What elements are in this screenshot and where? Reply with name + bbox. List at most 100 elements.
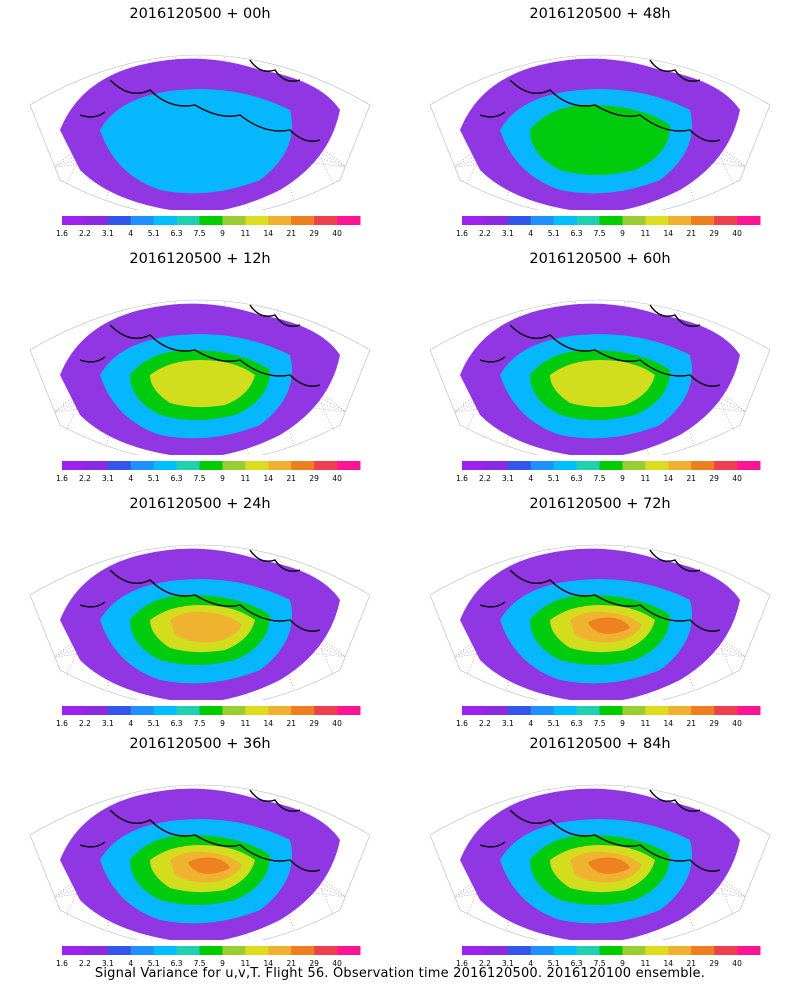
colour-swatch bbox=[199, 706, 223, 715]
colour-swatch bbox=[714, 706, 738, 715]
map-panel: 2016120500 + 48h 1.6 2.2 3.1 4 5.1 6.3 7.5 9 11 14… bbox=[400, 0, 800, 240]
colour-swatch bbox=[714, 946, 738, 955]
colour-swatch bbox=[462, 706, 486, 715]
colour-scale-label: 14 bbox=[264, 719, 274, 728]
colour-scale-label: 3.1 bbox=[102, 719, 114, 728]
colour-scale-label: 2.2 bbox=[479, 474, 491, 483]
colour-swatch bbox=[507, 216, 532, 225]
colour-scale-label: 3.1 bbox=[102, 959, 114, 968]
graticule-line bbox=[449, 55, 601, 210]
colour-swatch bbox=[668, 946, 692, 955]
colour-scale: 1.6 2.2 3.1 4 5.1 6.3 7.5 9 11 14 21 29 40 bbox=[56, 216, 361, 238]
colour-swatch bbox=[337, 946, 361, 955]
colour-swatch bbox=[107, 216, 132, 225]
colour-scale-label: 5.1 bbox=[148, 959, 160, 968]
coastline bbox=[479, 304, 721, 387]
colour-scale: 1.6 2.2 3.1 4 5.1 6.3 7.5 9 11 14 21 29 40 bbox=[56, 461, 361, 483]
colour-swatch bbox=[714, 216, 738, 225]
colour-swatch bbox=[462, 461, 486, 470]
graticule-line bbox=[449, 545, 601, 700]
colour-swatch bbox=[245, 461, 269, 470]
colour-swatch bbox=[62, 461, 86, 470]
colour-scale: 1.6 2.2 3.1 4 5.1 6.3 7.5 9 11 14 21 29 40 bbox=[456, 706, 761, 728]
colour-swatch bbox=[245, 946, 269, 955]
colour-scale-label: 9 bbox=[220, 959, 225, 968]
map-panel: 2016120500 + 60h 1.6 2.2 3.1 4 5.1 6.3 7.5 9 11 14… bbox=[400, 245, 800, 485]
colour-swatch bbox=[199, 216, 223, 225]
colour-scale-label: 11 bbox=[641, 959, 651, 968]
colour-scale-label: 29 bbox=[709, 959, 719, 968]
variance-contour bbox=[188, 857, 230, 874]
colour-scale-label: 40 bbox=[732, 474, 742, 483]
colour-swatch bbox=[691, 706, 715, 715]
colour-swatch bbox=[530, 706, 555, 715]
colour-scale-label: 6.3 bbox=[171, 229, 183, 238]
colour-scale-label: 4 bbox=[128, 959, 133, 968]
panel-title: 2016120500 + 48h bbox=[529, 6, 671, 22]
panel-title: 2016120500 + 00h bbox=[129, 6, 271, 22]
colour-swatch bbox=[84, 946, 109, 955]
colour-swatch bbox=[507, 461, 532, 470]
colour-swatch bbox=[314, 461, 338, 470]
colour-scale-label: 3.1 bbox=[502, 474, 514, 483]
colour-scale-label: 21 bbox=[686, 229, 696, 238]
graticule-line bbox=[49, 300, 201, 455]
graticule-line bbox=[430, 385, 770, 427]
colour-scale-label: 11 bbox=[241, 719, 251, 728]
colour-scale-label: 29 bbox=[709, 229, 719, 238]
colour-scale-label: 21 bbox=[686, 474, 696, 483]
colour-swatch bbox=[314, 706, 338, 715]
colour-scale-label: 9 bbox=[220, 474, 225, 483]
colour-swatch bbox=[553, 706, 578, 715]
map-boundary bbox=[429, 299, 771, 455]
colour-swatch bbox=[314, 946, 338, 955]
colour-swatch bbox=[691, 946, 715, 955]
map-panel: 2016120500 + 12h 1.6 2.2 3.1 4 5.1 6.3 7.5 9 11 14… bbox=[0, 245, 400, 485]
colour-scale-label: 2.2 bbox=[79, 229, 91, 238]
colour-swatch bbox=[314, 216, 338, 225]
coastline bbox=[79, 789, 321, 872]
colour-scale-label: 14 bbox=[664, 719, 674, 728]
colour-scale-label: 4 bbox=[528, 959, 533, 968]
colour-scale-label: 9 bbox=[620, 959, 625, 968]
colour-scale-label: 14 bbox=[264, 229, 274, 238]
colour-scale-label: 1.6 bbox=[456, 474, 468, 483]
colour-swatch bbox=[153, 461, 178, 470]
colour-scale: 1.6 2.2 3.1 4 5.1 6.3 7.5 9 11 14 21 29 40 bbox=[56, 946, 361, 968]
colour-scale-label: 2.2 bbox=[79, 959, 91, 968]
colour-scale-label: 3.1 bbox=[502, 229, 514, 238]
colour-scale-label: 7.5 bbox=[594, 474, 606, 483]
colour-swatch bbox=[245, 216, 269, 225]
colour-scale-label: 6.3 bbox=[571, 474, 583, 483]
colour-scale-label: 1.6 bbox=[56, 229, 68, 238]
graticule-line bbox=[430, 854, 770, 920]
colour-scale-label: 29 bbox=[309, 229, 319, 238]
variance-contour bbox=[100, 89, 292, 194]
colour-scale-label: 2.2 bbox=[79, 719, 91, 728]
colour-swatch bbox=[291, 216, 315, 225]
graticule-line bbox=[199, 545, 351, 700]
colour-swatch bbox=[553, 216, 578, 225]
colour-scale-label: 4 bbox=[528, 229, 533, 238]
panel-title: 2016120500 + 84h bbox=[529, 736, 671, 752]
colour-swatch bbox=[222, 461, 246, 470]
colour-scale: 1.6 2.2 3.1 4 5.1 6.3 7.5 9 11 14 21 29 40 bbox=[456, 461, 761, 483]
coastline bbox=[79, 304, 321, 387]
map-panel: 2016120500 + 84h 1.6 2.2 3.1 4 5.1 6.3 7.5 9 11 14… bbox=[400, 730, 800, 970]
colour-scale-label: 4 bbox=[528, 719, 533, 728]
colour-swatch bbox=[337, 461, 361, 470]
colour-scale-label: 1.6 bbox=[456, 719, 468, 728]
colour-scale-label: 7.5 bbox=[194, 229, 206, 238]
variance-map bbox=[29, 299, 371, 455]
colour-swatch bbox=[530, 216, 555, 225]
panel-title: 2016120500 + 12h bbox=[129, 251, 271, 267]
colour-swatch bbox=[622, 461, 646, 470]
colour-swatch bbox=[622, 946, 646, 955]
panel-title: 2016120500 + 60h bbox=[529, 251, 671, 267]
colour-scale-label: 40 bbox=[732, 959, 742, 968]
colour-scale-label: 3.1 bbox=[102, 229, 114, 238]
graticule-line bbox=[30, 124, 370, 190]
colour-scale-label: 9 bbox=[220, 229, 225, 238]
colour-scale-label: 5.1 bbox=[148, 719, 160, 728]
colour-swatch bbox=[668, 216, 692, 225]
